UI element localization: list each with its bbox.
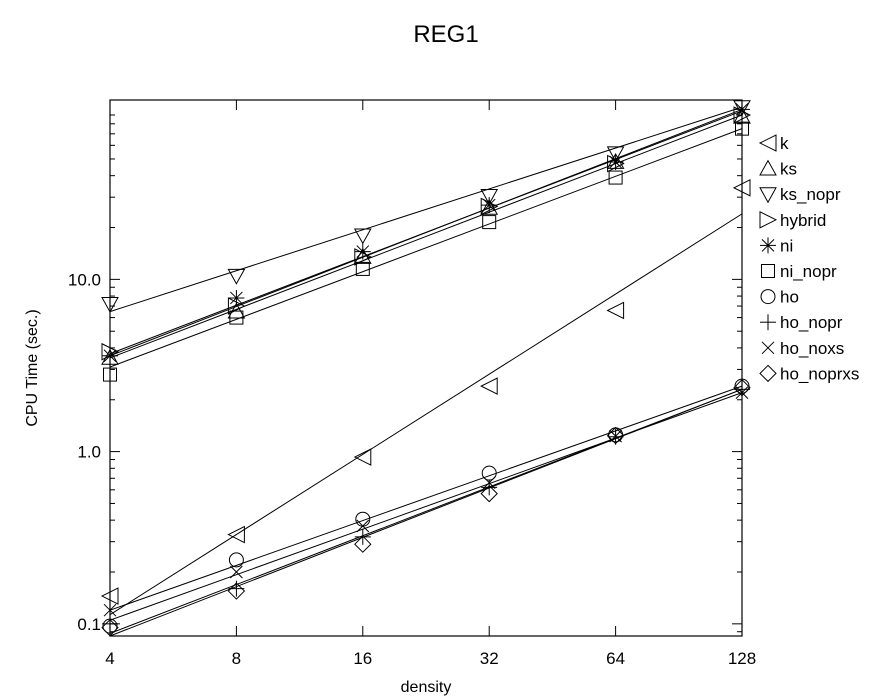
y-tick-label: 1.0 [77, 443, 101, 462]
legend-marker-ho_noxs [761, 341, 775, 355]
point-k [480, 377, 498, 395]
point-ni [228, 289, 245, 306]
fit-line-ni_nopr [109, 128, 743, 368]
x-tick-label: 64 [606, 649, 625, 668]
point-ks [733, 107, 751, 124]
legend-marker-ho_noprxs [759, 364, 777, 383]
point-ks_nopr [227, 268, 246, 285]
legend-symbol [761, 341, 775, 355]
legend-symbol [760, 237, 776, 254]
legend-marker-k [758, 134, 777, 152]
legend-marker-hybrid [759, 210, 778, 229]
y-tick-label: 10.0 [68, 270, 101, 289]
x-tick-label: 16 [353, 649, 372, 668]
legend-label: ho_noprxs [780, 364, 859, 383]
y-tick-label: 0.1 [77, 615, 101, 634]
point-ks_nopr [606, 146, 625, 163]
legend-label: ni_nopr [780, 262, 837, 281]
legend-label: hybrid [780, 211, 826, 230]
legend-marker-ho [760, 289, 776, 305]
legend-symbol [759, 159, 777, 176]
point-ho_noxs [230, 565, 243, 579]
point-ni [607, 154, 624, 171]
legend-label: k [780, 134, 789, 153]
point-ho_noxs [356, 519, 370, 533]
point-ni_nopr [735, 121, 749, 136]
point-ni [481, 197, 498, 214]
legend-label: ho_nopr [780, 313, 843, 332]
fit-line-ho [109, 385, 743, 611]
plot-frame [109, 99, 743, 637]
x-tick-label: 4 [105, 649, 114, 668]
fit-line-ho_noprxs [109, 388, 743, 637]
x-tick-label: 128 [728, 649, 756, 668]
fit-line-k [109, 213, 743, 616]
point-ni_nopr [355, 261, 370, 276]
point-ni_nopr [103, 367, 117, 382]
x-tick-label: 32 [480, 649, 499, 668]
point-ho_noxs [735, 386, 749, 399]
legend-marker-ni [760, 237, 776, 254]
point-ks [480, 198, 499, 215]
fit-line-ni [109, 108, 743, 357]
point-k [100, 587, 119, 605]
point-ni_nopr [608, 170, 623, 185]
point-ni [102, 347, 118, 364]
axes: 4 8 16 32 64 128 0.1 1.0 10.0 [68, 100, 756, 668]
legend-symbol [759, 187, 777, 204]
legend-symbol [759, 210, 778, 229]
legend-marker-ho_nopr [760, 314, 776, 331]
fit-lines [109, 106, 743, 637]
legend-label: ni [780, 236, 793, 255]
point-ni [354, 243, 371, 260]
point-ho_noprxs [101, 618, 119, 637]
point-ni_nopr [229, 310, 244, 325]
fit-line-ks [109, 114, 743, 359]
legend-symbol [758, 134, 777, 152]
point-ks [101, 348, 119, 365]
legend-marker-ni_nopr [761, 264, 775, 278]
point-k [606, 301, 625, 320]
legend-label: ho_noxs [780, 339, 844, 358]
point-k [353, 448, 372, 466]
data-marks [100, 100, 752, 637]
point-ks_nopr [353, 228, 372, 245]
point-ho_noxs [482, 476, 496, 490]
point-ho_noxs [103, 603, 117, 617]
y-axis-label: CPU Time (sec.) [24, 309, 41, 426]
legend-marker-ks_nopr [759, 187, 777, 204]
legend-label: ks_nopr [780, 185, 841, 204]
legend-symbol [761, 264, 775, 278]
chart-title: REG1 [413, 21, 478, 48]
point-ho_noprxs [354, 535, 372, 553]
point-ks_nopr [480, 189, 499, 205]
point-ho_noprxs [480, 484, 498, 503]
point-ks_nopr [101, 297, 119, 313]
point-ni_nopr [482, 215, 497, 230]
legend-marker-ks [759, 159, 777, 176]
legend-symbol [760, 314, 776, 331]
x-axis-label: density [401, 679, 452, 696]
point-k [227, 525, 245, 544]
point-ho [228, 552, 244, 568]
point-ho_noprxs [606, 426, 625, 445]
point-ho_nopr [102, 615, 118, 632]
legend-symbol [760, 289, 776, 305]
fit-line-ks_nopr [109, 106, 743, 313]
point-k [732, 179, 751, 197]
legend-symbol [759, 364, 777, 383]
point-ho_nopr [734, 381, 750, 398]
point-ni [734, 101, 750, 118]
legend-label: ks [780, 160, 797, 179]
point-ho_noprxs [227, 582, 246, 600]
point-ho_noprxs [733, 378, 751, 397]
point-ks_nopr [733, 100, 751, 117]
x-tick-label: 8 [232, 649, 241, 668]
legend-label: ho [780, 288, 799, 307]
